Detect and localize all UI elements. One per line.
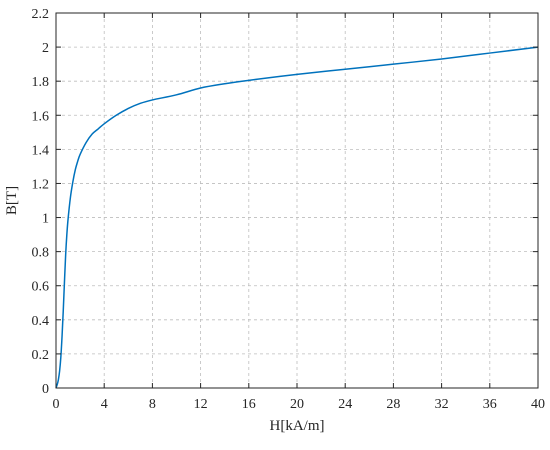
x-tick-label: 4	[101, 397, 108, 412]
x-tick-label: 16	[242, 397, 256, 412]
x-tick-label: 20	[290, 397, 304, 412]
y-tick-label: 0	[42, 382, 49, 397]
y-axis-title: B[T]	[4, 186, 20, 215]
y-tick-label: 2	[42, 41, 49, 56]
y-tick-label: 0.6	[32, 280, 50, 295]
y-tick-label: 1.4	[32, 143, 50, 158]
x-tick-label: 12	[194, 397, 208, 412]
x-tick-label: 24	[338, 397, 352, 412]
x-tick-label: 0	[53, 397, 60, 412]
x-axis-title: H[kA/m]	[270, 418, 325, 434]
x-tick-label: 40	[531, 397, 545, 412]
bh-curve-line	[55, 46, 539, 389]
y-tick-label: 2.2	[32, 7, 50, 22]
x-tick-label: 36	[483, 397, 497, 412]
x-tick-label: 28	[386, 397, 400, 412]
y-tick-label: 1	[42, 212, 49, 227]
tick-marks	[55, 12, 539, 389]
x-tick-label: 8	[149, 397, 156, 412]
x-tick-label: 32	[435, 397, 449, 412]
y-tick-label: 0.8	[32, 246, 50, 261]
grid	[56, 13, 538, 388]
y-tick-label: 1.6	[32, 109, 50, 124]
tick-labels: 0 4 8 12 16 20 24 28 32 36 40 0 0.2 0.4 0.6 0.8 1 1.2 1.4 1…	[32, 7, 546, 412]
series-layer	[55, 46, 539, 389]
y-tick-label: 1.2	[32, 177, 50, 192]
y-tick-label: 0.2	[32, 348, 50, 363]
y-tick-label: 0.4	[32, 314, 50, 329]
y-tick-label: 1.8	[32, 75, 50, 90]
